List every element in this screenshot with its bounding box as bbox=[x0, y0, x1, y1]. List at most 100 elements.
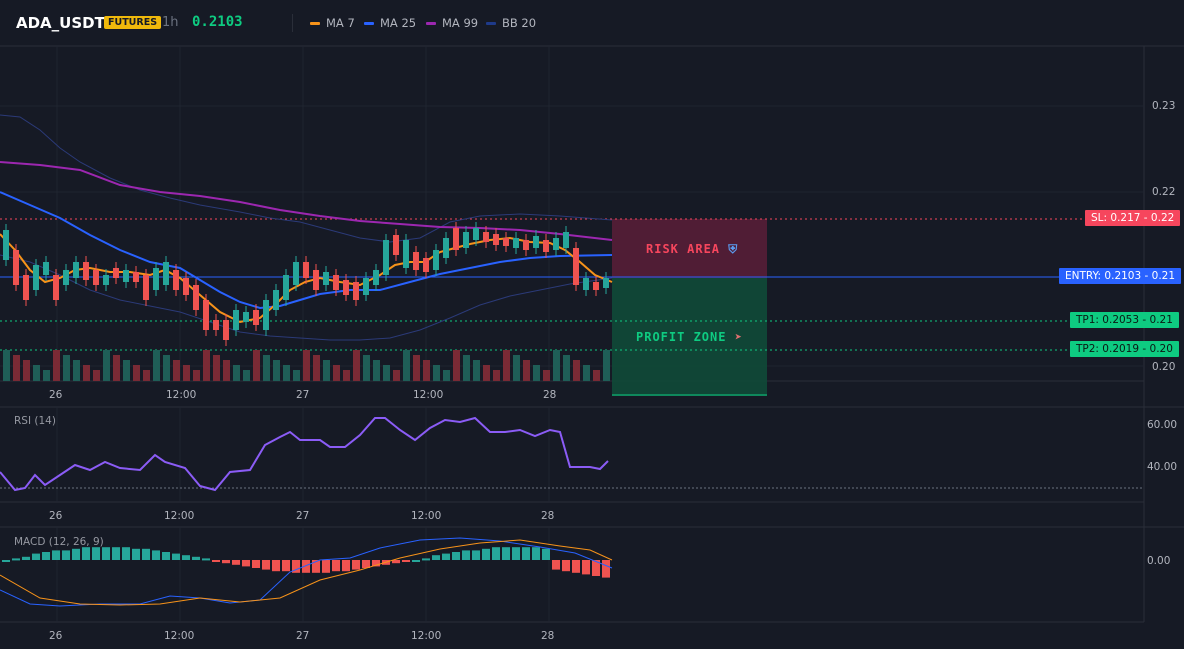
volume-bar bbox=[503, 350, 510, 381]
price-axis-label: 0.23 bbox=[1152, 100, 1176, 112]
legend-ma99[interactable]: MA 99 bbox=[426, 16, 478, 30]
ma25-label: MA 25 bbox=[380, 16, 417, 30]
macd-histogram-bar bbox=[22, 556, 30, 560]
macd-histogram-bar bbox=[372, 560, 380, 567]
volume-bar bbox=[313, 355, 320, 381]
volume-bar bbox=[473, 360, 480, 381]
volume-bar bbox=[213, 355, 220, 381]
rsi-line bbox=[0, 416, 609, 492]
timeframe-selector[interactable]: 1h bbox=[162, 15, 179, 30]
rsi-time-label: 12:00 bbox=[164, 510, 195, 522]
volume-bar bbox=[273, 360, 280, 381]
candle-body bbox=[393, 235, 399, 255]
macd-histogram-bar bbox=[52, 550, 60, 560]
candle-body bbox=[143, 275, 149, 300]
macd-histogram-bar bbox=[492, 547, 500, 560]
bb20-label: BB 20 bbox=[502, 16, 537, 30]
candle-body bbox=[363, 278, 369, 295]
tp2-tag[interactable]: TP2: 0.2019 - 0.20 bbox=[1070, 341, 1179, 357]
rsi-time-label: 26 bbox=[49, 510, 63, 522]
ma7-line bbox=[0, 233, 613, 324]
volume-bar bbox=[393, 370, 400, 381]
price-axis-label: 0.22 bbox=[1152, 186, 1176, 198]
tp1-tag[interactable]: TP1: 0.2053 - 0.21 bbox=[1070, 312, 1179, 328]
profit-zone-box bbox=[612, 278, 767, 396]
candle-body bbox=[243, 312, 249, 322]
macd-title: MACD (12, 26, 9) bbox=[14, 536, 104, 548]
candle-body bbox=[543, 240, 549, 252]
macd-histogram-bar bbox=[212, 560, 220, 562]
volume-bar bbox=[453, 350, 460, 381]
legend-bb20[interactable]: BB 20 bbox=[486, 16, 536, 30]
macd-histogram-bar bbox=[342, 560, 350, 572]
volume-bar bbox=[533, 365, 540, 381]
candle-body bbox=[203, 300, 209, 330]
volume-bar bbox=[493, 370, 500, 381]
candle-body bbox=[93, 270, 99, 285]
candle-body bbox=[283, 275, 289, 300]
candle-body bbox=[403, 240, 409, 268]
volume-bar bbox=[223, 360, 230, 381]
candle-body bbox=[183, 278, 189, 295]
candle-body bbox=[3, 230, 9, 260]
entry-axis-value: 0.21 bbox=[1151, 270, 1176, 282]
volume-bar bbox=[113, 355, 120, 381]
entry-tag[interactable]: ENTRY: 0.2103 - 0.21 bbox=[1059, 268, 1182, 284]
candle-body bbox=[593, 282, 599, 290]
volume-bar bbox=[93, 370, 100, 381]
ma99-label: MA 99 bbox=[442, 16, 479, 30]
macd-histogram-bar bbox=[262, 560, 270, 570]
risk-area-text: RISK AREA bbox=[646, 242, 721, 256]
candle-body bbox=[263, 300, 269, 330]
volume-bar bbox=[573, 360, 580, 381]
volume-bar bbox=[43, 370, 50, 381]
sl-label: SL: 0.217 bbox=[1091, 212, 1141, 224]
volume-bar bbox=[133, 365, 140, 381]
macd-axis-label: 0.00 bbox=[1147, 555, 1171, 567]
candle-body bbox=[493, 234, 499, 245]
rocket-icon: ➤ bbox=[734, 330, 743, 344]
macd-histogram-bar bbox=[312, 560, 320, 573]
volume-bar bbox=[143, 370, 150, 381]
legend-ma7[interactable]: MA 7 bbox=[310, 16, 355, 30]
last-price: 0.2103 bbox=[192, 14, 243, 30]
macd-histogram-bar bbox=[482, 548, 490, 560]
macd-histogram-bar bbox=[512, 547, 520, 560]
macd-histogram-bar bbox=[102, 547, 110, 560]
candle-body bbox=[523, 240, 529, 250]
volume-bar bbox=[293, 370, 300, 381]
candle-body bbox=[313, 270, 319, 290]
chart-header: ADA_USDT FUTURES 1h 0.2103 MA 7 MA 25 MA… bbox=[0, 0, 1184, 46]
macd-histogram-bar bbox=[602, 560, 610, 578]
candle-body bbox=[213, 320, 219, 330]
symbol-name[interactable]: ADA_USDT bbox=[16, 14, 105, 32]
tp2-label: TP2: 0.2019 bbox=[1076, 343, 1140, 355]
candle-body bbox=[83, 262, 89, 280]
macd-histogram-bar bbox=[322, 560, 330, 573]
macd-histogram-bar bbox=[522, 547, 530, 560]
macd-histogram-bar bbox=[232, 560, 240, 565]
volume-bar bbox=[513, 355, 520, 381]
candle-body bbox=[63, 270, 69, 285]
legend-ma25[interactable]: MA 25 bbox=[364, 16, 416, 30]
candle-body bbox=[453, 228, 459, 250]
volume-bar bbox=[163, 355, 170, 381]
macd-time-label: 28 bbox=[541, 630, 555, 642]
sl-tag[interactable]: SL: 0.217 - 0.22 bbox=[1085, 210, 1181, 226]
volume-bar bbox=[23, 360, 30, 381]
volume-bar bbox=[63, 355, 70, 381]
candle-body bbox=[163, 262, 169, 285]
volume-bar bbox=[153, 350, 160, 381]
macd-histogram-bar bbox=[392, 560, 400, 564]
macd-histogram-bar bbox=[192, 556, 200, 560]
volume-bar bbox=[523, 360, 530, 381]
candle-body bbox=[573, 248, 579, 285]
candle-body bbox=[513, 238, 519, 248]
macd-histogram-bar bbox=[572, 560, 580, 573]
volume-bar bbox=[383, 365, 390, 381]
macd-histogram-bar bbox=[82, 547, 90, 560]
risk-area-box bbox=[612, 219, 767, 278]
volume-bar bbox=[283, 365, 290, 381]
candle-body bbox=[153, 268, 159, 290]
